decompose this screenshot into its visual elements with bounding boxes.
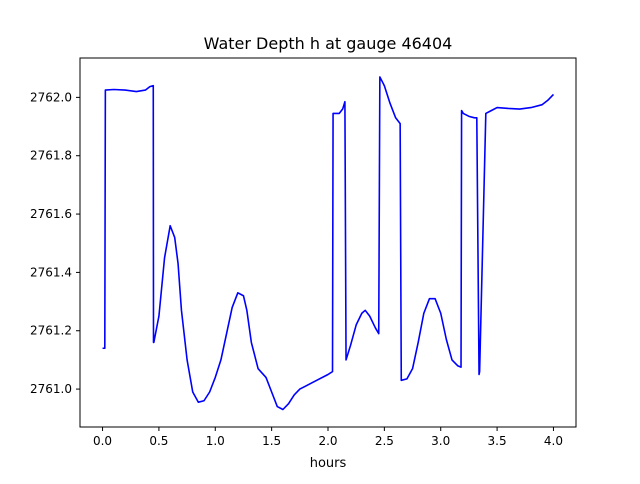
y-tick-label: 2762.0 — [30, 90, 72, 104]
x-axis: 0.0 0.5 1.0 1.5 2.0 2.5 3.0 3.5 4.0 — [93, 427, 563, 448]
x-tick-label: 1.5 — [262, 434, 281, 448]
x-tick-label: 1.0 — [206, 434, 225, 448]
x-tick-label: 3.0 — [431, 434, 450, 448]
x-tick-label: 2.5 — [375, 434, 394, 448]
x-axis-label: hours — [310, 456, 347, 471]
y-tick-label: 2761.2 — [30, 324, 72, 338]
y-tick-label: 2761.4 — [30, 265, 72, 279]
series-layer — [102, 76, 555, 411]
x-tick-label: 0.5 — [149, 434, 168, 448]
x-tick-label: 4.0 — [544, 434, 563, 448]
x-tick-label: 3.5 — [488, 434, 507, 448]
y-tick-label: 2761.6 — [30, 207, 72, 221]
x-tick-label: 0.0 — [93, 434, 112, 448]
series-line — [102, 76, 555, 411]
x-tick-label: 2.0 — [318, 434, 337, 448]
y-axis: 2761.0 2761.2 2761.4 2761.6 2761.8 2762.0 — [30, 90, 80, 396]
y-tick-label: 2761.8 — [30, 149, 72, 163]
chart-title: Water Depth h at gauge 46404 — [204, 34, 453, 53]
y-tick-label: 2761.0 — [30, 382, 72, 396]
